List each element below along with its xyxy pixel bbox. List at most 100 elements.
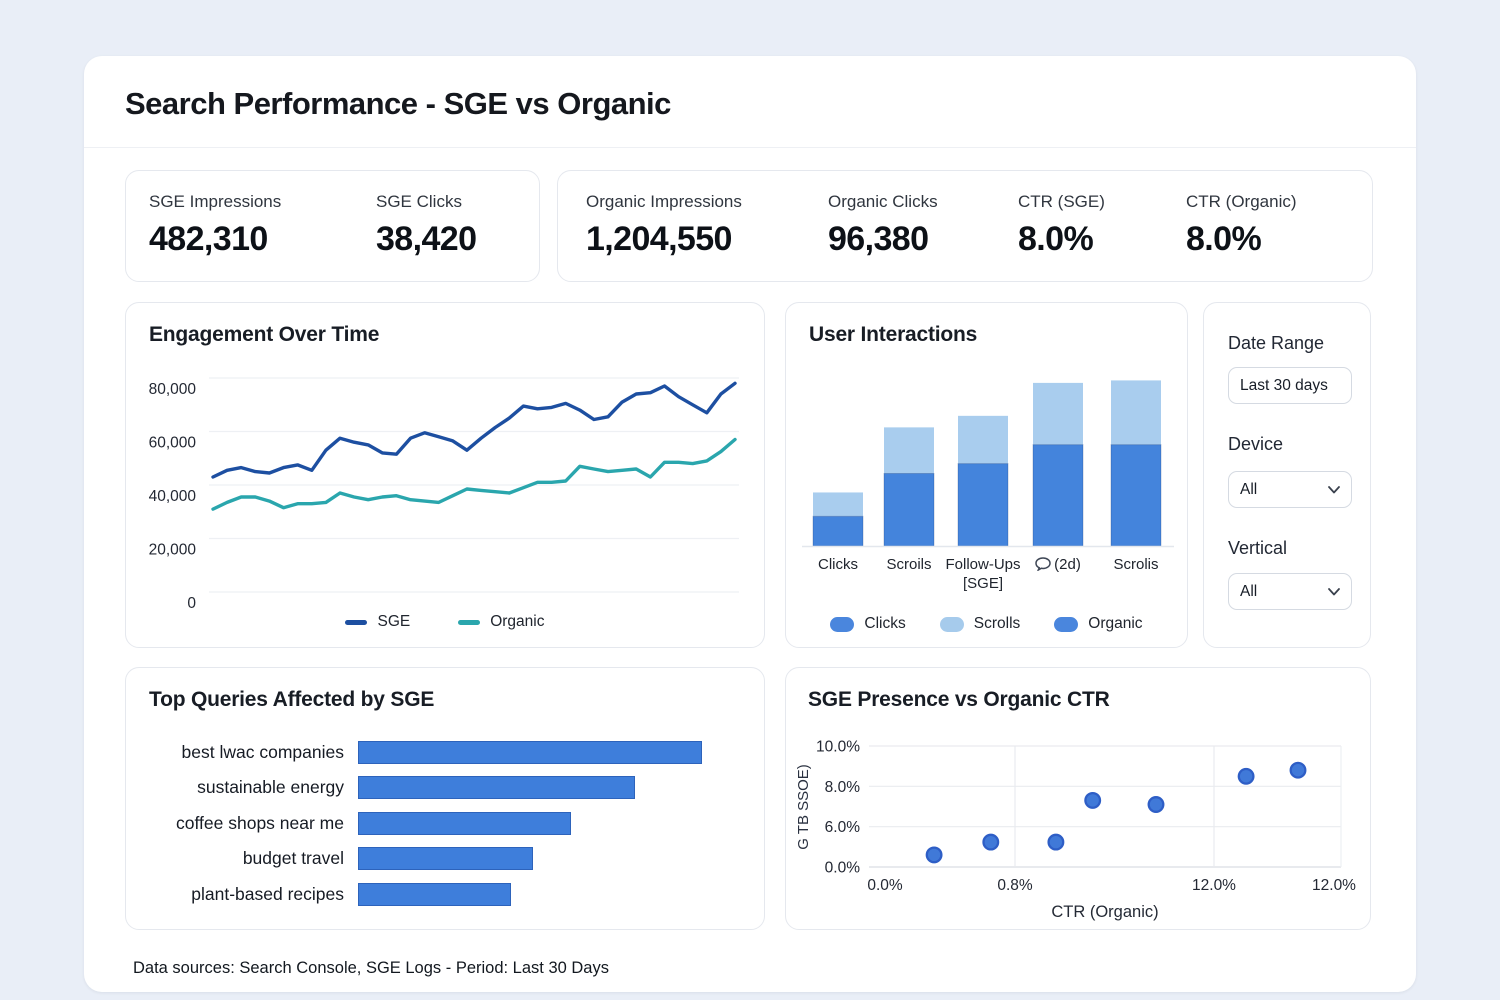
top-queries-card: Top Queries Affected by SGE best lwac co…	[125, 667, 765, 930]
scatter-plot: 10.0% 8.0% 6.0% 0.0% 0.0% 0.8% 12.0% 12.0% CTR (…	[795, 739, 1356, 922]
filters-panel: Date Range Last 30 days Device All Verti…	[1203, 302, 1371, 648]
legend-item[interactable]: Organic	[1054, 615, 1143, 633]
device-label: Device	[1228, 434, 1284, 454]
scatter-point	[1147, 796, 1165, 813]
y-tick-label: 10.0%	[816, 739, 860, 756]
chart-title-interactions: User Interactions	[809, 323, 978, 346]
x-tick-label: 12.0%	[1192, 877, 1236, 894]
kpi-value: 8.0%	[1186, 220, 1262, 258]
stacked-bar-bottom	[1110, 444, 1162, 547]
legend-label: Organic	[1088, 615, 1143, 632]
vertical-label: Vertical	[1228, 538, 1288, 558]
kpi-metric: Organic Clicks 96,380	[828, 192, 938, 259]
kpi-value: 482,310	[149, 220, 268, 258]
line-series-sge	[211, 381, 737, 479]
scatter-point	[1047, 833, 1065, 851]
legend-swatch	[458, 619, 481, 625]
bar-category-label: Scrolis	[1113, 556, 1159, 573]
stacked-bar-bottom	[1032, 444, 1084, 547]
legend-swatch	[830, 616, 855, 632]
y-tick-label: 6.0%	[825, 819, 861, 836]
query-row: sustainable energy	[126, 776, 764, 800]
vertical-select[interactable]: All	[1228, 573, 1352, 610]
x-tick-label: 12.0%	[1312, 877, 1356, 894]
kpi-value: 1,204,550	[586, 220, 732, 258]
kpi-metric: CTR (SGE) 8.0%	[1018, 192, 1105, 259]
dashboard: Search Performance - SGE vs Organic SGE …	[84, 56, 1416, 992]
scatter-point	[925, 846, 943, 864]
query-label: sustainable energy	[197, 777, 344, 798]
engagement-plot: 80,000 60,000 40,000 20,000 0	[149, 377, 739, 612]
y-tick-label: 0.0%	[825, 860, 861, 877]
kpi-value: 8.0%	[1018, 220, 1094, 258]
kpi-metric: SGE Impressions 482,310	[149, 192, 281, 259]
x-axis-title: CTR (Organic)	[1051, 903, 1158, 921]
query-row: plant-based recipes	[126, 882, 764, 906]
scatter-point	[982, 833, 1000, 851]
legend-label: Scrolls	[973, 615, 1021, 632]
top-queries-rows: best lwac companies sustainable energy cof…	[126, 668, 764, 929]
footer-note: Data sources: Search Console, SGE Logs -…	[133, 959, 609, 977]
query-bar	[358, 740, 702, 764]
query-label: plant-based recipes	[191, 883, 344, 904]
scatter-point	[1084, 791, 1102, 809]
chevron-down-icon	[1328, 485, 1340, 494]
device-select[interactable]: All	[1228, 471, 1352, 508]
query-label: budget travel	[242, 848, 344, 869]
stacked-bar-bottom	[883, 473, 935, 547]
scatter-card: SGE Presence vs Organic CTR 10.0% 8.0% 6.0…	[785, 667, 1371, 930]
kpi-label: SGE Impressions	[149, 192, 282, 211]
interactions-chart-area	[786, 359, 1189, 559]
y-tick-label: 60,000	[149, 435, 197, 452]
legend-item[interactable]: SGE	[345, 613, 410, 631]
legend-label: SGE	[377, 613, 411, 630]
kpi-label: Organic Impressions	[586, 192, 742, 211]
engagement-chart-area: 80,000 60,000 40,000 20,000 0	[134, 367, 758, 619]
query-label: best lwac companies	[181, 741, 344, 762]
legend-swatch	[345, 619, 368, 625]
query-row: budget travel	[126, 847, 764, 871]
chevron-down-icon	[1328, 587, 1340, 596]
query-bar	[358, 882, 512, 906]
kpi-card-sge: SGE Impressions 482,310 SGE Clicks 38,42…	[125, 170, 540, 282]
query-label: coffee shops near me	[176, 812, 344, 833]
y-tick-label: 0	[187, 595, 196, 612]
interactions-card: User Interactions Clicks Scroils Follow-Up…	[785, 302, 1188, 648]
kpi-label: SGE Clicks	[376, 192, 462, 211]
bar-category-label: Follow-Ups [SGE]	[945, 556, 1021, 592]
chart-title-top-queries: Top Queries Affected by SGE	[149, 688, 435, 711]
stacked-bar-top	[958, 415, 1008, 464]
bar-category-label: Clicks	[818, 556, 858, 573]
date-range-label: Date Range	[1228, 333, 1325, 353]
legend-swatch	[1054, 616, 1079, 632]
scatter-point	[1237, 767, 1255, 785]
query-bar	[358, 776, 635, 800]
query-bar	[358, 811, 572, 835]
legend-label: Clicks	[864, 615, 906, 632]
header-divider	[84, 147, 1416, 148]
stacked-bar-bottom	[957, 463, 1009, 547]
query-bar	[358, 847, 534, 871]
line-series-organic	[211, 437, 737, 511]
y-tick-label: 20,000	[149, 542, 197, 559]
scatter-point	[1289, 761, 1307, 779]
legend-swatch	[939, 616, 964, 632]
x-tick-label: 0.0%	[867, 877, 903, 894]
kpi-label: CTR (Organic)	[1186, 192, 1297, 211]
kpi-label: Organic Clicks	[828, 192, 938, 211]
page-title: Search Performance - SGE vs Organic	[125, 86, 671, 121]
device-value: All	[1240, 480, 1258, 498]
interactions-category-labels: Clicks Scroils Follow-Ups [SGE] (2d) Scrolis	[786, 553, 1187, 607]
legend-item[interactable]: Organic	[458, 613, 545, 631]
kpi-value: 38,420	[376, 220, 477, 258]
legend-item[interactable]: Clicks	[830, 615, 906, 633]
kpi-card-organic: Organic Impressions 1,204,550 Organic Cl…	[557, 170, 1373, 282]
kpi-metric: CTR (Organic) 8.0%	[1186, 192, 1297, 259]
interactions-plot	[802, 380, 1174, 548]
date-range-value: Last 30 days	[1240, 376, 1328, 394]
date-range-input[interactable]: Last 30 days	[1228, 367, 1352, 404]
scatter-chart-area: 10.0% 8.0% 6.0% 0.0% 0.0% 0.8% 12.0% 12.0% CTR (…	[786, 668, 1372, 931]
legend-item[interactable]: Scrolls	[939, 615, 1021, 633]
engagement-card: Engagement Over Time 80,000 60,000 40,000 2…	[125, 302, 765, 648]
kpi-metric: Organic Impressions 1,204,550	[586, 192, 742, 259]
